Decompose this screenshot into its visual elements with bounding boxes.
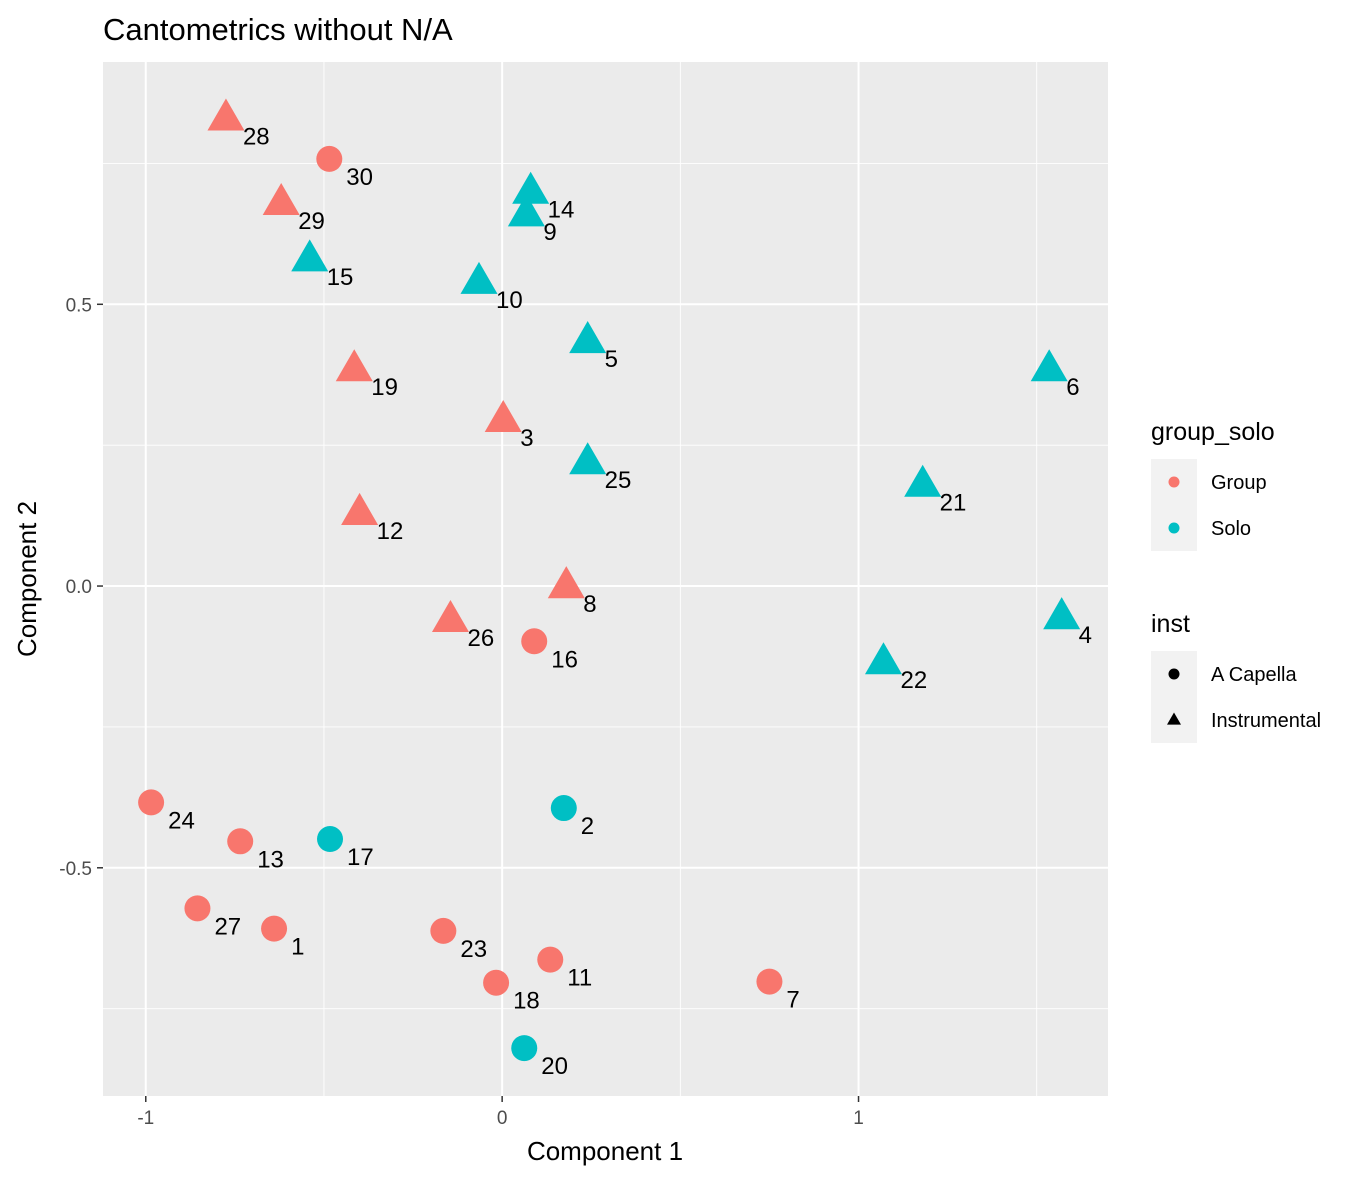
point-label: 15 xyxy=(327,264,354,291)
point-label: 24 xyxy=(168,807,195,834)
point-label: 7 xyxy=(786,987,799,1014)
data-point-circle xyxy=(261,915,288,942)
data-point-triangle xyxy=(864,642,902,675)
legend-key-circle xyxy=(1168,476,1180,488)
data-point-circle xyxy=(550,795,577,822)
legend-key-triangle xyxy=(1167,712,1181,725)
data-point-circle xyxy=(316,145,343,172)
legend: group_solo Group Solo inst A Capella Instrume… xyxy=(1151,418,1321,743)
point-label: 20 xyxy=(541,1053,568,1080)
point-label: 3 xyxy=(520,425,533,452)
point-label: 10 xyxy=(496,287,523,314)
data-point-triangle xyxy=(207,98,245,131)
data-point-circle xyxy=(756,968,783,995)
x-axis-title: Component 1 xyxy=(527,1136,683,1166)
point-label: 16 xyxy=(551,646,578,673)
data-point-circle xyxy=(483,969,510,996)
data-point-triangle xyxy=(507,194,545,227)
data-point-triangle xyxy=(512,171,550,204)
data-point-circle xyxy=(430,917,457,944)
data-point-circle xyxy=(227,828,254,855)
point-labels: 1234567891011121314151617181920212223242… xyxy=(168,123,1092,1080)
point-label: 11 xyxy=(567,965,592,992)
x-tick-label: 0 xyxy=(497,1108,508,1129)
axis-ticks: -1 0 1 -0.5 0.0 0.5 xyxy=(59,295,864,1129)
point-label: 4 xyxy=(1079,622,1092,649)
point-label: 17 xyxy=(347,844,374,871)
data-point-circle xyxy=(138,789,165,816)
point-label: 28 xyxy=(243,123,270,150)
point-label: 29 xyxy=(298,208,325,235)
data-point-triangle xyxy=(569,442,607,475)
point-label: 30 xyxy=(346,164,373,191)
data-point-triangle xyxy=(484,399,522,432)
data-point-circle xyxy=(537,946,564,973)
y-tick-label: -0.5 xyxy=(59,859,92,880)
point-label: 18 xyxy=(513,988,540,1015)
data-point-circle xyxy=(184,895,211,922)
point-label: 19 xyxy=(371,374,398,401)
legend-key-circle xyxy=(1168,522,1180,534)
data-points xyxy=(138,98,1081,1062)
data-point-triangle xyxy=(547,566,585,599)
data-point-circle xyxy=(521,628,548,655)
point-label: 14 xyxy=(548,197,575,224)
data-point-triangle xyxy=(341,492,379,525)
grid-lines xyxy=(103,62,1108,1096)
point-label: 26 xyxy=(467,625,494,652)
data-point-circle xyxy=(511,1035,538,1062)
legend-title: inst xyxy=(1151,610,1190,638)
data-point-triangle xyxy=(262,183,300,216)
data-point-triangle xyxy=(460,261,498,294)
point-label: 8 xyxy=(583,591,596,618)
point-label: 6 xyxy=(1066,374,1079,401)
legend-label: Group xyxy=(1211,472,1267,494)
data-point-circle xyxy=(317,826,344,853)
x-tick-label: 1 xyxy=(853,1108,864,1129)
point-label: 1 xyxy=(291,934,304,961)
plot-background xyxy=(103,62,1108,1096)
x-tick-label: -1 xyxy=(137,1108,154,1129)
point-label: 5 xyxy=(605,346,618,373)
point-label: 21 xyxy=(940,490,967,517)
point-label: 23 xyxy=(460,936,487,963)
point-label: 27 xyxy=(214,913,241,940)
data-point-triangle xyxy=(1043,597,1081,630)
legend-label: A Capella xyxy=(1211,664,1297,686)
legend-label: Solo xyxy=(1211,518,1251,540)
y-tick-label: 0.0 xyxy=(66,577,92,598)
chart-title: Cantometrics without N/A xyxy=(103,12,453,47)
legend-title: group_solo xyxy=(1151,418,1275,446)
data-point-triangle xyxy=(291,239,329,272)
data-point-triangle xyxy=(431,599,469,633)
point-label: 2 xyxy=(581,813,594,840)
legend-key-circle xyxy=(1168,668,1180,680)
point-label: 9 xyxy=(543,219,556,246)
legend-label: Instrumental xyxy=(1211,710,1321,732)
point-label: 13 xyxy=(257,846,284,873)
y-axis-title: Component 2 xyxy=(12,501,42,657)
data-point-triangle xyxy=(335,349,373,382)
data-point-triangle xyxy=(569,321,607,354)
data-point-triangle xyxy=(1030,349,1068,382)
point-label: 12 xyxy=(377,518,404,545)
y-tick-label: 0.5 xyxy=(66,295,92,316)
point-label: 22 xyxy=(900,667,927,694)
plot-panel-layer xyxy=(103,62,1108,1096)
data-point-triangle xyxy=(904,464,942,497)
point-label: 25 xyxy=(605,467,632,494)
